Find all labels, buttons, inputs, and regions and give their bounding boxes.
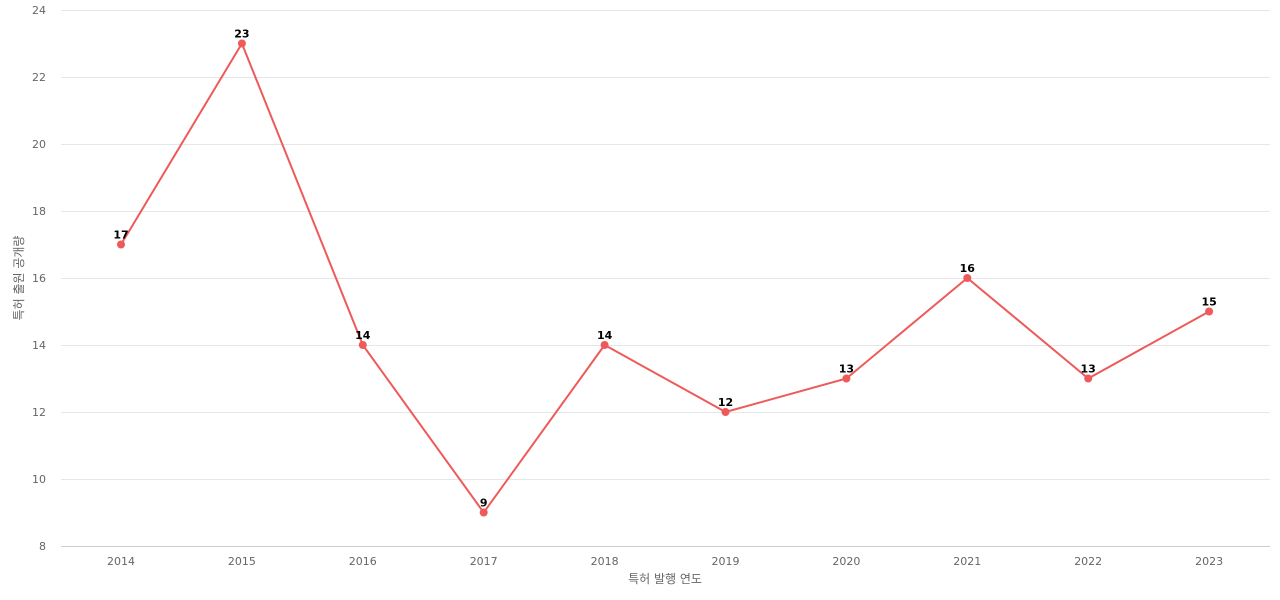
data-point — [842, 374, 851, 383]
y-tick-label: 12 — [32, 406, 46, 419]
grid-lines — [61, 10, 1270, 547]
x-tick-label: 2016 — [349, 555, 377, 568]
x-tick-label: 2014 — [107, 555, 135, 568]
y-tick-label: 24 — [32, 4, 46, 17]
series-group — [117, 39, 1214, 517]
y-tick-label: 8 — [39, 540, 46, 553]
y-tick-label: 16 — [32, 272, 46, 285]
y-tick-label: 14 — [32, 339, 46, 352]
y-tick-label: 20 — [32, 138, 46, 151]
data-labels: 17 23 14 9 14 12 13 16 13 15 — [113, 28, 1216, 510]
y-tick-label: 10 — [32, 473, 46, 486]
y-tick-label: 22 — [32, 71, 46, 84]
data-label: 12 — [718, 396, 733, 409]
data-label: 9 — [480, 497, 488, 510]
data-point — [358, 341, 367, 349]
data-point — [117, 240, 125, 249]
x-tick-label: 2015 — [228, 555, 256, 568]
x-tick-label: 2023 — [1195, 555, 1223, 568]
data-label: 13 — [839, 363, 854, 376]
data-point — [1205, 307, 1214, 316]
data-label: 17 — [113, 229, 128, 242]
data-label: 15 — [1201, 296, 1216, 309]
data-label: 14 — [355, 329, 371, 342]
data-label: 14 — [597, 329, 613, 342]
data-point — [479, 508, 488, 517]
y-axis-title: 특허 출원 공개량 — [12, 236, 26, 321]
data-point — [600, 341, 609, 349]
data-point — [1084, 374, 1093, 383]
y-axis-ticks: 8 10 12 14 16 18 20 22 24 — [32, 4, 46, 553]
x-tick-label: 2019 — [712, 555, 740, 568]
data-label: 13 — [1081, 363, 1096, 376]
x-tick-label: 2018 — [591, 555, 619, 568]
y-tick-label: 18 — [32, 205, 46, 218]
data-point — [963, 274, 972, 282]
series-line — [120, 42, 1210, 514]
x-axis-title: 특허 발행 연도 — [628, 571, 702, 586]
x-axis-ticks: 2014 2015 2016 2017 2018 2019 2020 2021 2022 2023 — [107, 555, 1223, 568]
data-point — [237, 39, 246, 48]
x-tick-label: 2020 — [832, 555, 860, 568]
x-tick-label: 2021 — [953, 555, 981, 568]
data-point — [721, 408, 730, 416]
data-label: 16 — [960, 262, 976, 275]
x-tick-label: 2017 — [470, 555, 498, 568]
x-tick-label: 2022 — [1074, 555, 1102, 568]
data-label: 23 — [234, 28, 249, 41]
